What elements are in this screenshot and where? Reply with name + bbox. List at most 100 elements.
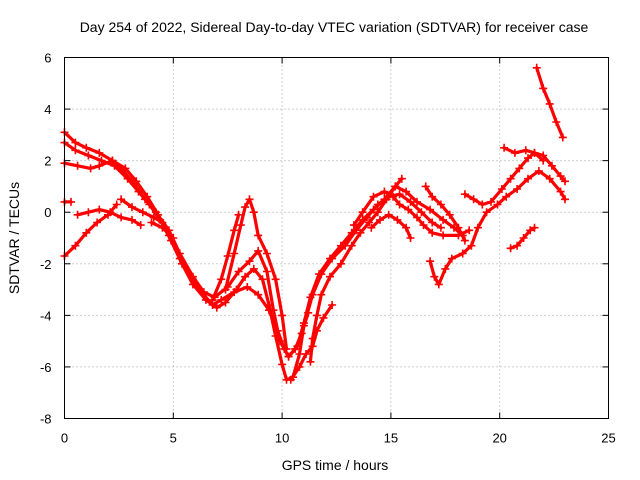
data-point-marker	[245, 195, 254, 204]
data-point-marker	[552, 118, 561, 126]
data-point-marker	[230, 226, 239, 235]
data-point-marker	[467, 241, 476, 250]
data-point-marker	[128, 203, 136, 212]
data-point-marker	[447, 254, 456, 263]
data-point-marker	[530, 223, 539, 232]
data-point-marker	[254, 290, 263, 299]
data-point-marker	[426, 257, 435, 266]
data-point-marker	[493, 200, 502, 209]
data-point-marker	[67, 197, 75, 206]
data-point-marker	[221, 285, 230, 294]
data-point-marker	[299, 319, 308, 328]
data-point-marker	[465, 226, 474, 235]
data-point-marker	[175, 249, 184, 258]
data-point-marker	[319, 313, 328, 322]
data-point-marker	[430, 272, 439, 281]
data-point-marker	[460, 190, 469, 199]
data-point-marker	[293, 342, 302, 351]
data-point-marker	[249, 264, 258, 273]
series-track-l	[306, 174, 406, 366]
data-point-marker	[539, 84, 548, 93]
y-tick-label: -2	[40, 257, 52, 272]
data-point-marker	[108, 156, 117, 165]
data-point-marker	[404, 205, 413, 214]
data-point-marker	[347, 228, 356, 237]
data-point-marker	[473, 223, 482, 232]
data-point-marker	[130, 179, 139, 188]
y-axis-label: SDTVAR / TECUs	[6, 182, 22, 294]
series-track-i	[221, 195, 291, 353]
y-tick-label: -8	[40, 412, 52, 427]
data-point-marker	[506, 174, 515, 183]
data-point-marker	[82, 228, 91, 237]
data-point-marker	[254, 231, 263, 240]
series-track-q	[500, 143, 548, 165]
data-point-marker	[454, 223, 463, 232]
data-point-marker	[526, 226, 535, 235]
series-track-f	[73, 205, 145, 230]
data-point-marker	[217, 295, 226, 304]
data-point-marker	[236, 221, 245, 230]
data-point-marker	[395, 190, 404, 199]
data-point-marker	[391, 182, 400, 191]
data-point-marker	[369, 192, 378, 201]
data-point-marker	[497, 185, 506, 193]
data-point-marker	[556, 172, 565, 181]
chart-title: Day 254 of 2022, Sidereal Day-to-day VTE…	[80, 19, 589, 35]
data-point-marker	[428, 192, 437, 201]
data-point-marker	[545, 99, 554, 108]
data-point-marker	[249, 208, 258, 217]
data-point-marker	[458, 249, 467, 258]
data-point-marker	[419, 221, 428, 230]
data-point-marker	[389, 192, 398, 201]
data-point-marker	[367, 223, 376, 232]
data-point-marker	[208, 295, 217, 304]
series-track-h	[147, 218, 178, 242]
data-point-marker	[336, 241, 345, 250]
data-point-marker	[439, 231, 448, 240]
data-point-marker	[436, 223, 445, 232]
data-point-marker	[312, 311, 321, 320]
data-point-marker	[510, 148, 519, 157]
data-point-marker	[413, 213, 421, 222]
data-point-marker	[417, 208, 426, 217]
data-point-marker	[95, 161, 104, 170]
data-point-marker	[513, 241, 522, 250]
data-point-marker	[376, 215, 384, 224]
data-point-marker	[232, 285, 241, 294]
data-point-marker	[138, 208, 147, 217]
data-point-marker	[258, 275, 267, 284]
data-point-marker	[284, 352, 293, 361]
data-point-marker	[530, 148, 539, 157]
data-point-marker	[539, 156, 548, 165]
data-point-marker	[230, 249, 239, 258]
axis-ticks: 0 5 10 15 20 25 -8 -6 -4 -2 0 2 4 6	[40, 51, 616, 446]
data-point-marker	[347, 241, 356, 250]
data-point-marker	[306, 357, 315, 366]
series-track-j	[208, 210, 243, 304]
x-tick-label: 10	[275, 431, 289, 446]
data-point-marker	[328, 301, 337, 309]
data-point-marker	[73, 210, 82, 219]
data-point-marker	[460, 236, 469, 245]
data-point-marker	[147, 218, 156, 227]
data-point-marker	[136, 221, 145, 230]
data-point-marker	[241, 272, 250, 281]
data-point-marker	[71, 146, 80, 155]
data-point-marker	[275, 337, 284, 346]
data-point-marker	[151, 208, 160, 217]
data-point-marker	[561, 195, 569, 204]
data-point-marker	[532, 63, 541, 72]
data-point-marker	[547, 161, 556, 170]
data-point-marker	[212, 303, 221, 312]
data-point-marker	[421, 182, 430, 191]
data-point-marker	[141, 195, 149, 204]
data-point-marker	[441, 264, 450, 273]
data-point-marker	[524, 154, 532, 163]
data-point-marker	[112, 200, 121, 209]
y-tick-label: -6	[40, 360, 52, 375]
y-tick-label: -4	[40, 308, 52, 323]
data-point-marker	[482, 208, 491, 217]
data-point-marker	[243, 283, 252, 291]
data-point-marker	[369, 205, 378, 214]
